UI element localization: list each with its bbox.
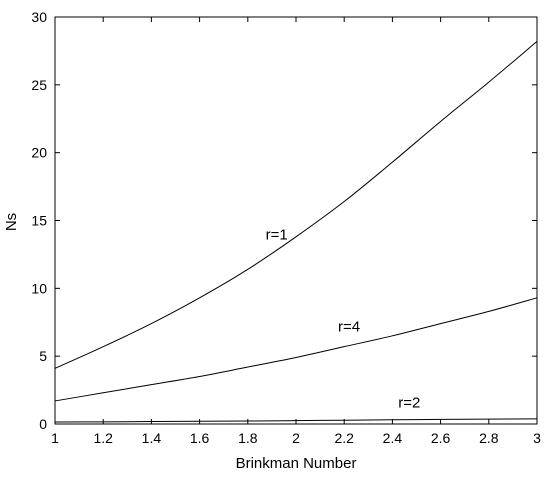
x-tick-label: 3 <box>533 430 541 446</box>
x-tick-label: 2.6 <box>431 430 451 446</box>
x-tick-label: 1.8 <box>238 430 258 446</box>
y-tick-label: 5 <box>39 348 47 364</box>
x-tick-label: 2.2 <box>334 430 354 446</box>
x-tick-label: 2.8 <box>479 430 499 446</box>
y-tick-label: 15 <box>31 213 47 229</box>
y-tick-label: 30 <box>31 9 47 25</box>
y-tick-label: 10 <box>31 280 47 296</box>
x-tick-label: 1.2 <box>93 430 113 446</box>
plot-area: 1 1.2 1.4 1.6 1.8 2 2.2 2.4 2.6 2.8 3051015202530r… <box>31 9 541 446</box>
x-tick-label: 2.4 <box>383 430 403 446</box>
y-tick-label: 25 <box>31 77 47 93</box>
series-annotation-r-2: r=2 <box>398 395 420 412</box>
y-tick-label: 20 <box>31 145 47 161</box>
x-tick-label: 1.6 <box>190 430 210 446</box>
x-tick-label: 1.4 <box>142 430 162 446</box>
x-tick-label: 1 <box>51 430 59 446</box>
x-axis-label: Brinkman Number <box>236 455 357 472</box>
series-line-r-1 <box>54 41 538 369</box>
series-annotation-r-1: r=1 <box>266 226 288 243</box>
series-annotation-r-4: r=4 <box>338 319 360 336</box>
series-line-r-2 <box>54 418 538 423</box>
y-tick-label: 0 <box>39 416 47 432</box>
y-axis-label: Ns <box>3 213 20 231</box>
x-tick-label: 2 <box>292 430 300 446</box>
series-line-r-4 <box>54 297 538 402</box>
